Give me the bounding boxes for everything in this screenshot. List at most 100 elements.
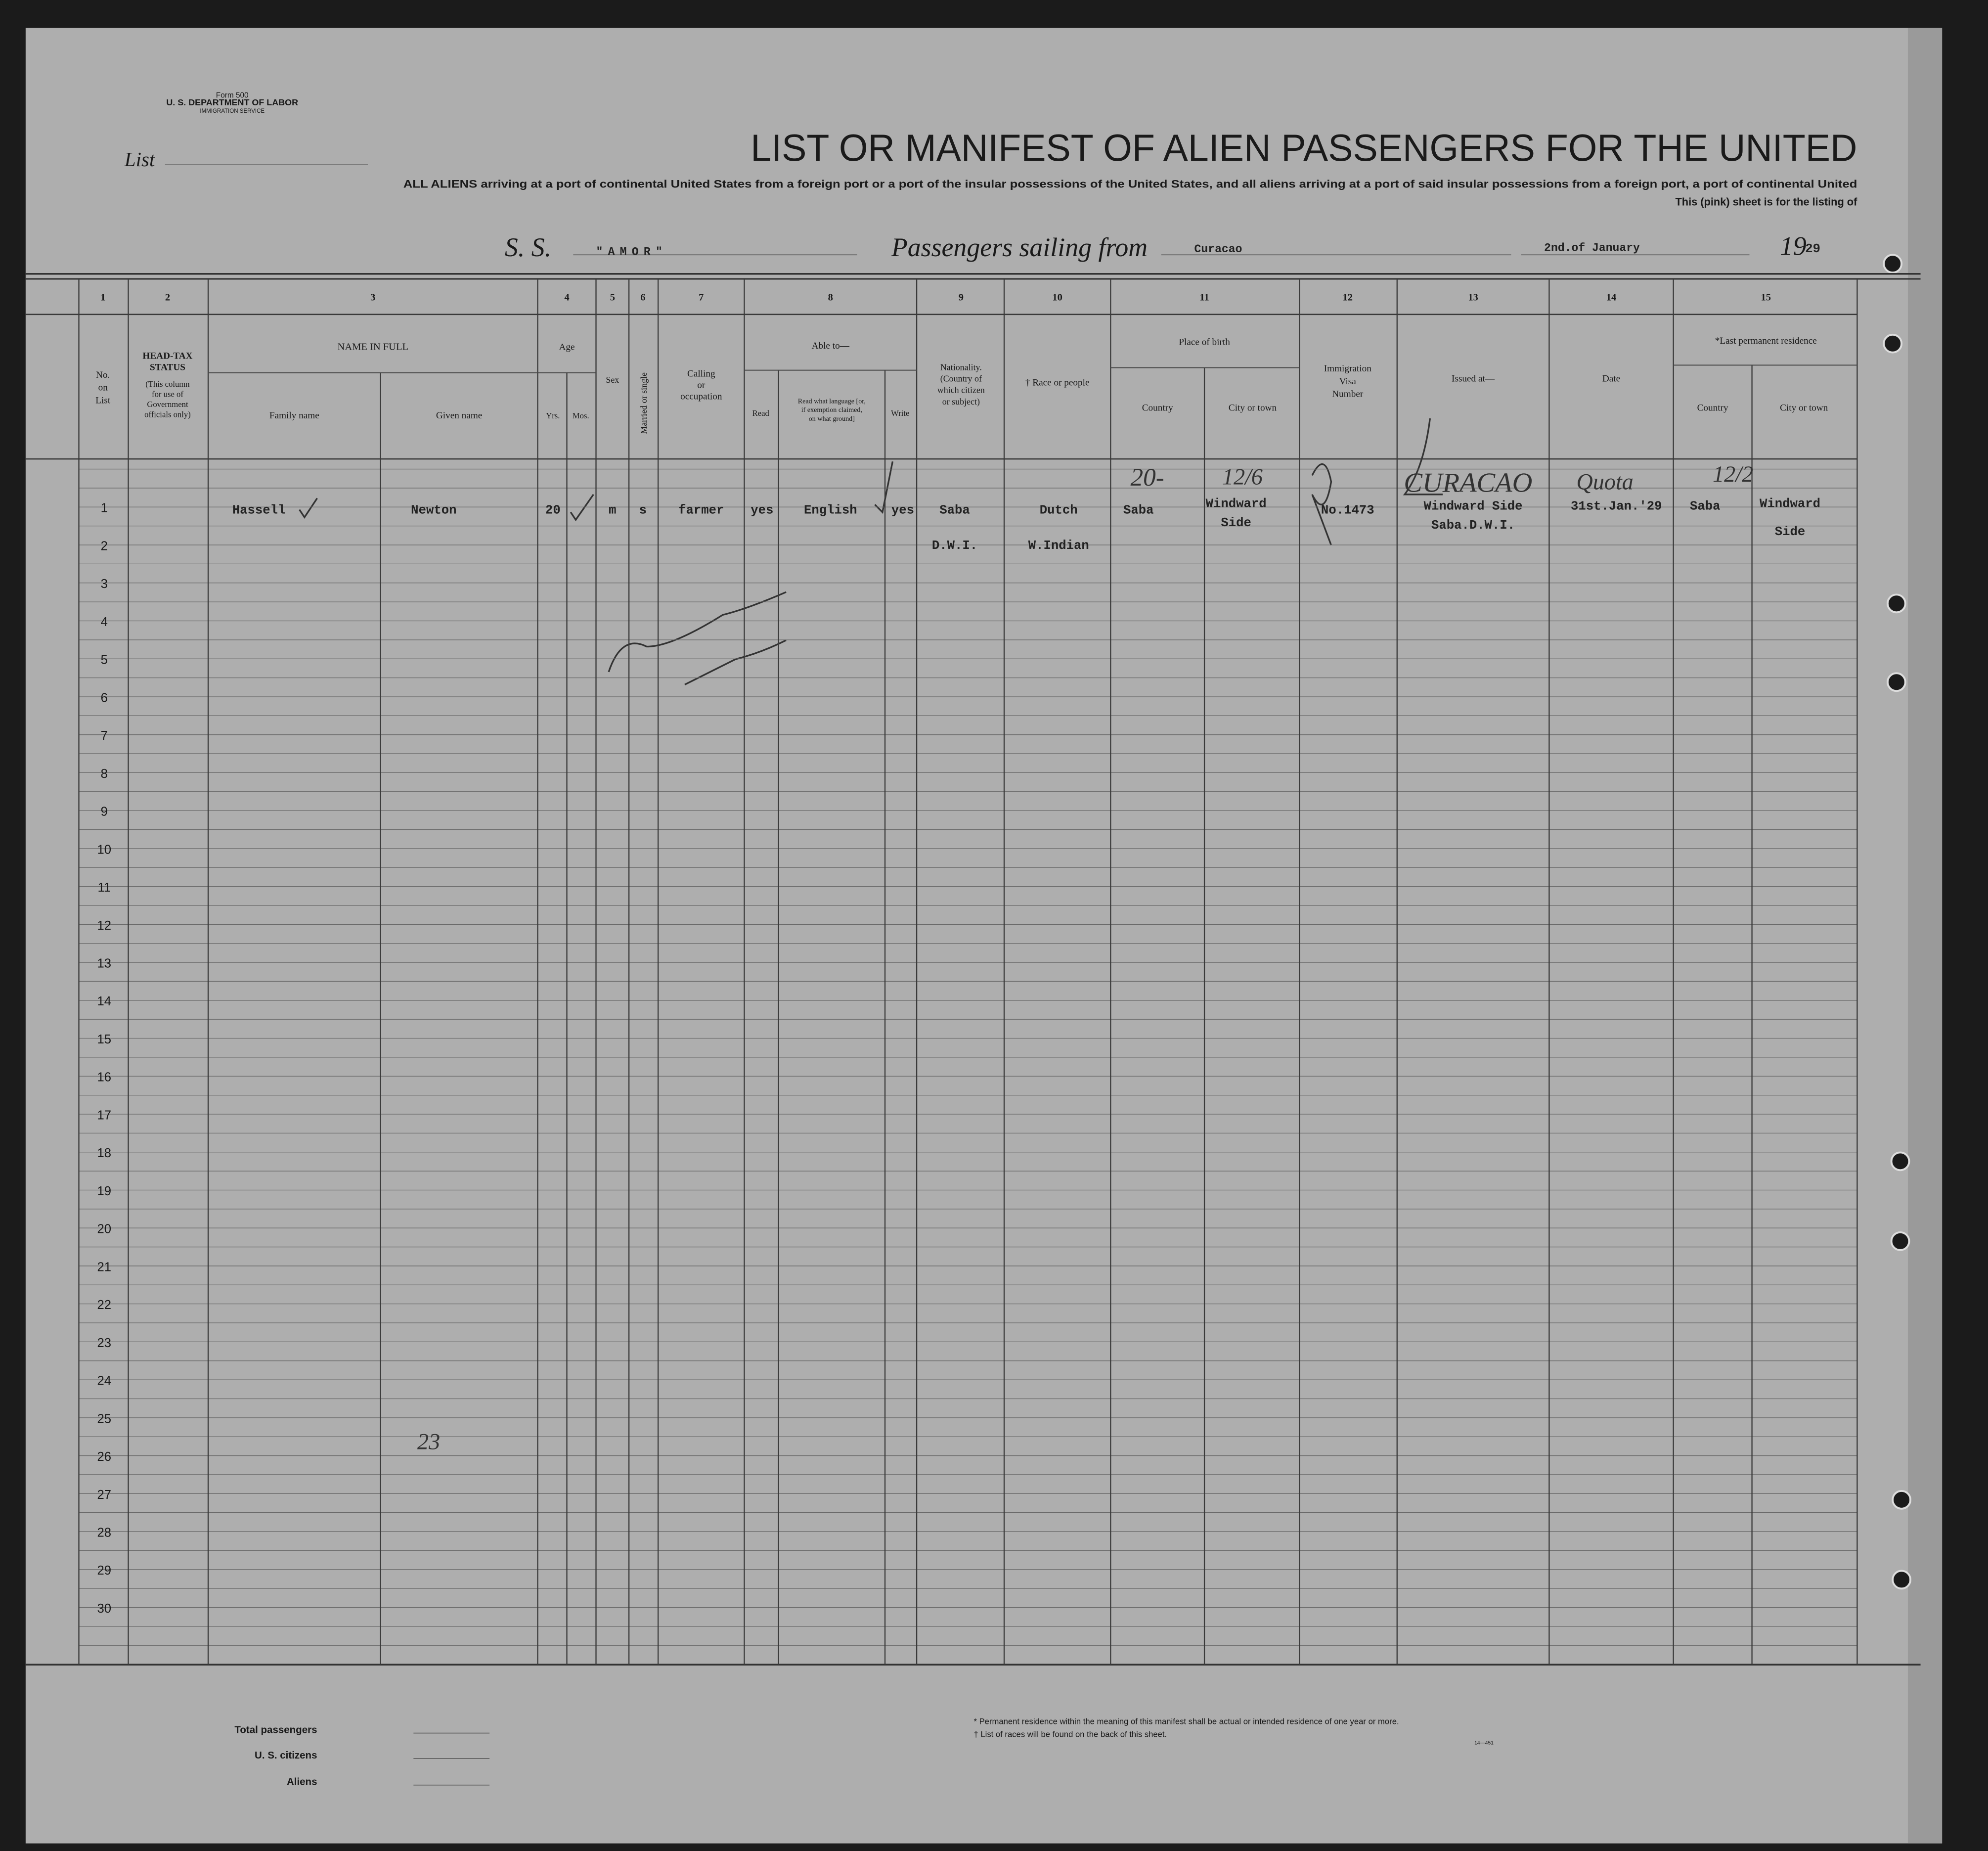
hole — [1886, 593, 1906, 614]
residence-city: Side — [1775, 525, 1806, 539]
column-header: List — [95, 395, 111, 406]
column-number: 6 — [640, 292, 645, 303]
row-number: 16 — [97, 1071, 112, 1084]
handwritten-marks — [299, 418, 1443, 685]
row-number: 18 — [97, 1146, 112, 1160]
column-header: Nationality. — [940, 362, 982, 372]
row-number: 15 — [97, 1033, 112, 1046]
handwritten-annotation: 12/6 — [1222, 464, 1263, 489]
column-header: Government — [147, 400, 188, 409]
column-header: *Last permanent residence — [1715, 336, 1817, 346]
department: U. S. DEPARTMENT OF LABOR — [166, 97, 298, 107]
column-header: Country — [1697, 403, 1728, 413]
column-header: Write — [891, 408, 909, 418]
row-number: 2 — [101, 539, 108, 553]
column-header: Number — [1332, 389, 1364, 399]
hole — [1886, 672, 1906, 692]
given-name: Newton — [411, 503, 456, 517]
residence-country: Saba — [1690, 499, 1721, 514]
column-header: Immigration — [1324, 363, 1371, 374]
column-header: Date — [1602, 374, 1620, 384]
row-number: 8 — [101, 767, 108, 781]
visa-number: No.1473 — [1321, 503, 1374, 517]
marital-status: s — [639, 503, 647, 517]
check-mark — [570, 494, 594, 522]
occupation: farmer — [678, 503, 724, 517]
row-number: 26 — [97, 1450, 112, 1464]
visa-date: 31st.Jan.'29 — [1571, 499, 1662, 514]
visa-issued-at: Saba.D.W.I. — [1431, 518, 1515, 533]
column-number: 3 — [370, 292, 375, 303]
footer-label: Aliens — [287, 1776, 317, 1788]
birth-country: Saba — [1123, 503, 1154, 517]
year-prefix: 19 — [1780, 231, 1807, 261]
instructions: This (pink) sheet is for the listing of — [1675, 195, 1857, 208]
column-header: Place of birth — [1179, 337, 1230, 347]
column-header: HEAD-TAX — [142, 351, 192, 361]
column-header: † Race or people — [1025, 377, 1090, 388]
row-number: 7 — [101, 729, 108, 743]
column-header: Mos. — [573, 411, 589, 420]
row-number: 1 — [101, 501, 108, 515]
paper — [25, 28, 1943, 1844]
race: W.Indian — [1028, 539, 1089, 553]
column-header: or subject) — [942, 397, 980, 407]
column-number: 9 — [959, 292, 964, 303]
column-header: Sex — [606, 375, 619, 385]
handwritten-annotation: Quota — [1577, 469, 1634, 495]
row-number: 29 — [97, 1564, 112, 1578]
column-number: 10 — [1052, 292, 1062, 303]
row-number: 17 — [97, 1108, 112, 1122]
row-number: 19 — [97, 1184, 112, 1198]
column-header: Yrs. — [546, 411, 560, 420]
row-number: 25 — [97, 1412, 112, 1426]
check-mark — [299, 497, 318, 519]
column-header: City or town — [1229, 403, 1277, 413]
footnote: * Permanent residence within the meaning… — [973, 1717, 1399, 1726]
column-header: Age — [559, 342, 575, 353]
hole — [1890, 1151, 1910, 1172]
can-write: yes — [891, 503, 914, 517]
footnote: † List of races will be found on the bac… — [973, 1729, 1167, 1739]
column-number: 5 — [610, 292, 615, 303]
year: 29 — [1805, 242, 1820, 256]
column-header: Given name — [436, 410, 482, 421]
handwritten-annotation: 23 — [417, 1429, 440, 1454]
row-number: 12 — [97, 919, 112, 933]
instructions: ALL ALIENS arriving at a port of contine… — [403, 178, 1857, 190]
footer-label: U. S. citizens — [255, 1750, 317, 1761]
binder-holes — [1883, 254, 1911, 1590]
row-number: 10 — [97, 843, 112, 857]
column-header: on what ground] — [809, 415, 855, 423]
hole — [1892, 1490, 1911, 1510]
illegible-note — [608, 591, 787, 685]
hole — [1883, 254, 1903, 274]
row-number: 14 — [97, 994, 112, 1008]
row-number: 5 — [101, 653, 108, 667]
service: IMMIGRATION SERVICE — [200, 108, 265, 114]
scribble — [1311, 463, 1332, 545]
column-number: 13 — [1468, 292, 1478, 303]
form-code: 14—451 — [1474, 1741, 1494, 1746]
scribble — [1403, 418, 1443, 496]
list-label: List — [124, 148, 156, 171]
nationality: D.W.I. — [932, 539, 977, 553]
row-number: 24 — [97, 1374, 112, 1388]
handwritten-annotation: CURACAO — [1404, 468, 1532, 498]
hole — [1883, 333, 1903, 354]
can-read: yes — [751, 503, 773, 517]
race: Dutch — [1040, 503, 1078, 517]
ship-prefix: S. S. — [505, 232, 551, 262]
column-header: (This column — [145, 379, 190, 389]
sailing-date: 2nd.of January — [1544, 242, 1640, 255]
sailing-label: Passengers sailing from — [891, 232, 1148, 262]
row-number: 21 — [97, 1260, 112, 1274]
column-header: Issued at— — [1452, 374, 1495, 384]
column-number: 15 — [1761, 292, 1771, 303]
column-number: 14 — [1606, 292, 1616, 303]
handwritten-annotation: 20- — [1131, 463, 1164, 492]
language: English — [804, 503, 857, 517]
row-number: 9 — [101, 805, 108, 819]
row-number: 22 — [97, 1298, 112, 1312]
